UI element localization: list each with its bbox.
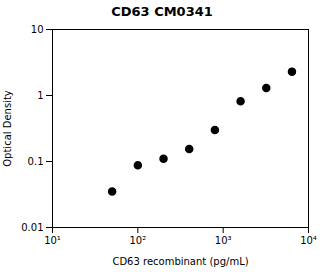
svg-text:0.01: 0.01	[21, 222, 43, 233]
svg-text:1: 1	[37, 90, 43, 101]
html-text:CD63 CM0341: CD63 CM0341	[111, 4, 213, 19]
svg-text:10: 10	[31, 24, 44, 35]
svg-text:CD63 recombinant (pg/mL): CD63 recombinant (pg/mL)	[112, 256, 248, 267]
svg-text:10²: 10²	[129, 235, 146, 246]
svg-text:10³: 10³	[215, 235, 232, 246]
svg-text:Optical Density: Optical Density	[2, 90, 13, 167]
svg-text:10¹: 10¹	[44, 235, 61, 246]
svg-text:0.1: 0.1	[28, 156, 44, 167]
svg-text:10⁴: 10⁴	[300, 235, 317, 246]
